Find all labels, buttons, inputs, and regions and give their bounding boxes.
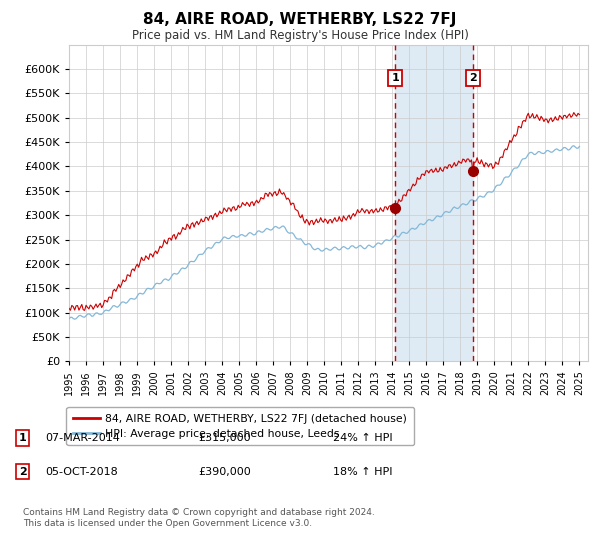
- Text: 24% ↑ HPI: 24% ↑ HPI: [333, 433, 392, 443]
- Text: 1: 1: [19, 433, 26, 443]
- Text: 18% ↑ HPI: 18% ↑ HPI: [333, 466, 392, 477]
- Text: £390,000: £390,000: [198, 466, 251, 477]
- Text: 2: 2: [469, 73, 477, 83]
- Bar: [395, 45, 473, 361]
- Legend: 84, AIRE ROAD, WETHERBY, LS22 7FJ (detached house), HPI: Average price, detached: 84, AIRE ROAD, WETHERBY, LS22 7FJ (detac…: [67, 407, 414, 446]
- Text: 05-OCT-2018: 05-OCT-2018: [45, 466, 118, 477]
- Text: Contains HM Land Registry data © Crown copyright and database right 2024.
This d: Contains HM Land Registry data © Crown c…: [23, 508, 374, 528]
- Text: £315,000: £315,000: [198, 433, 251, 443]
- Text: 07-MAR-2014: 07-MAR-2014: [45, 433, 120, 443]
- Text: 1: 1: [391, 73, 399, 83]
- Text: 2: 2: [19, 466, 26, 477]
- Text: Price paid vs. HM Land Registry's House Price Index (HPI): Price paid vs. HM Land Registry's House …: [131, 29, 469, 42]
- Text: 84, AIRE ROAD, WETHERBY, LS22 7FJ: 84, AIRE ROAD, WETHERBY, LS22 7FJ: [143, 12, 457, 27]
